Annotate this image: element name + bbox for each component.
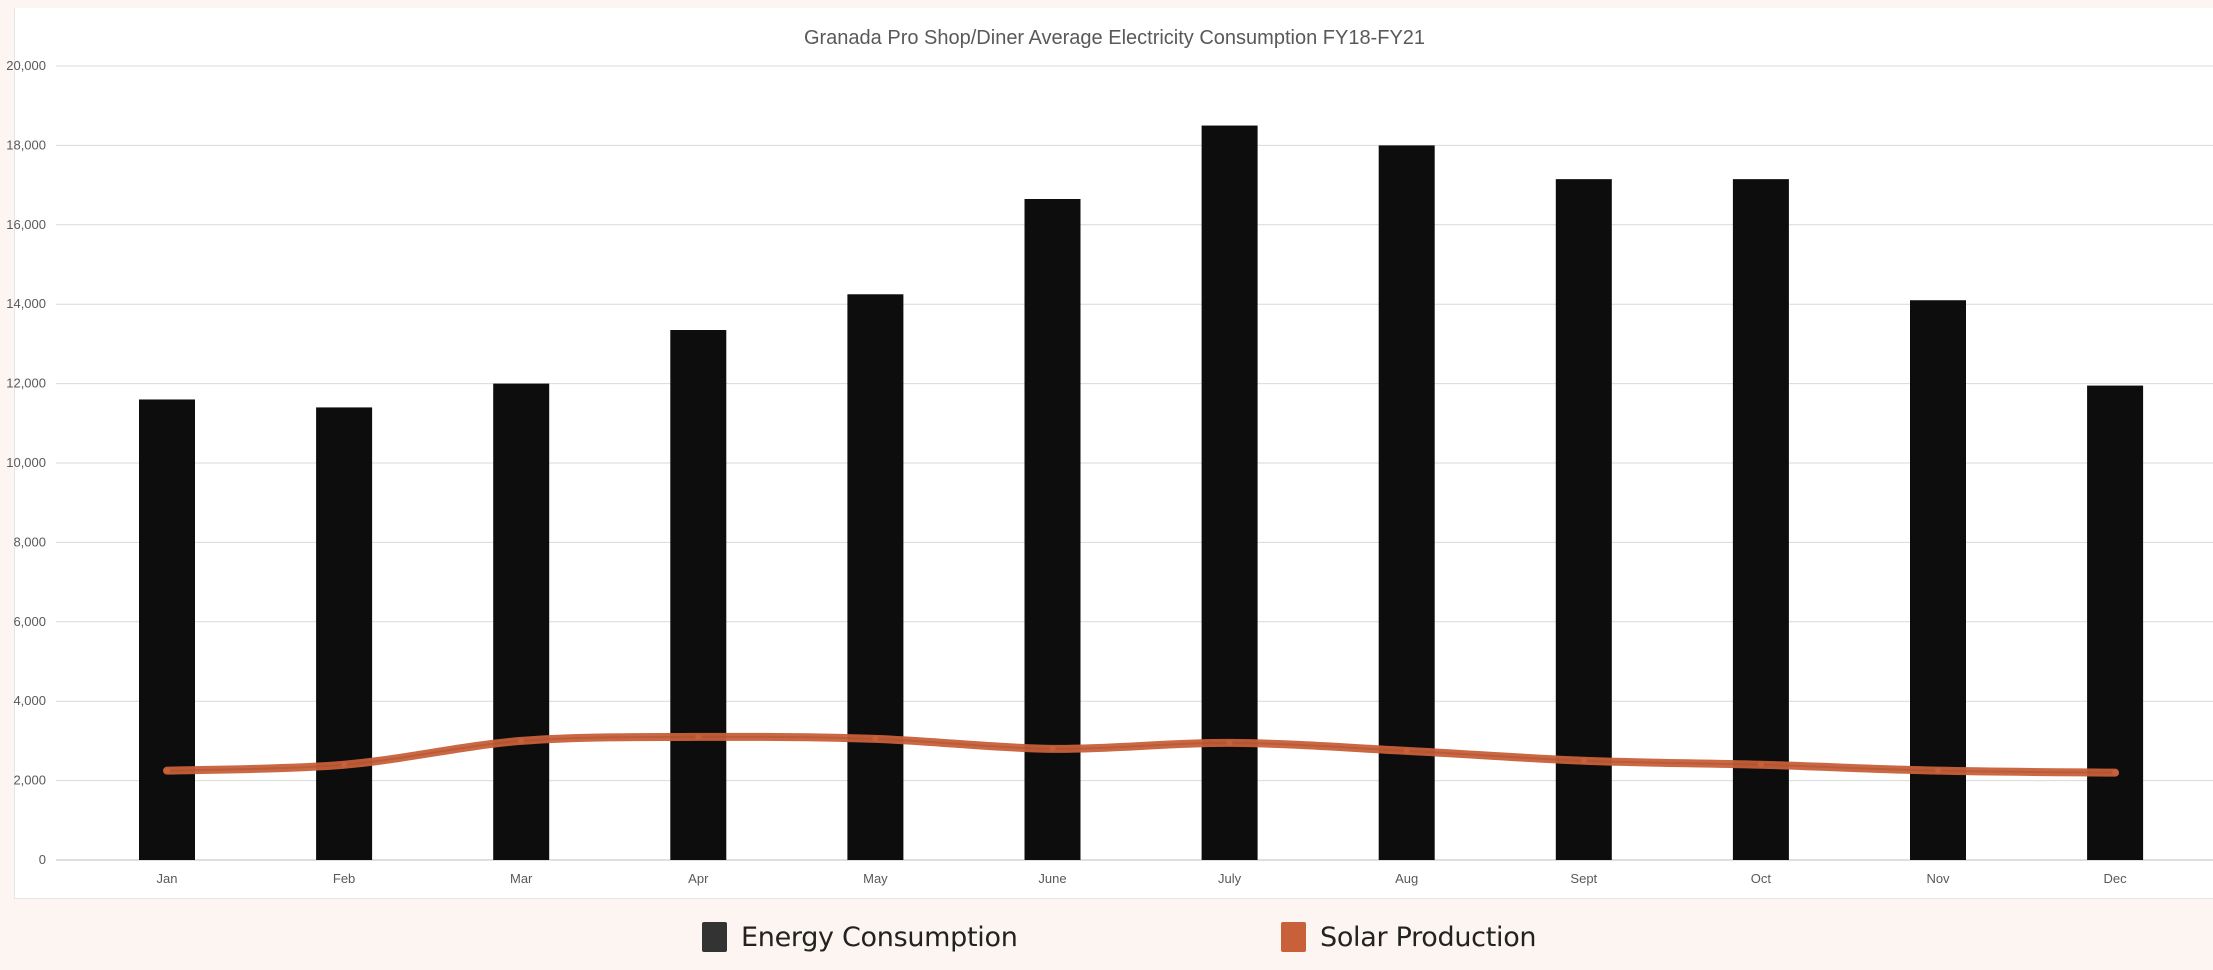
bar-energy-consumption-mar bbox=[493, 384, 549, 860]
point-solar-production-aug bbox=[1404, 748, 1410, 754]
bar-energy-consumption-nov bbox=[1910, 300, 1966, 860]
point-solar-production-sept bbox=[1581, 758, 1587, 764]
point-solar-production-oct bbox=[1758, 762, 1764, 768]
y-tick-label: 0 bbox=[39, 852, 46, 867]
x-tick-label: Apr bbox=[688, 871, 709, 886]
legend-item-solar-production[interactable]: Solar Production bbox=[1281, 920, 1536, 954]
x-tick-label: Sept bbox=[1570, 871, 1597, 886]
point-solar-production-may bbox=[872, 736, 878, 742]
bar-energy-consumption-dec bbox=[2087, 386, 2143, 860]
point-solar-production-feb bbox=[341, 762, 347, 768]
legend-label-solar-production: Solar Production bbox=[1320, 922, 1536, 953]
bar-energy-consumption-may bbox=[847, 294, 903, 860]
x-tick-label: May bbox=[863, 871, 888, 886]
legend-item-energy-consumption[interactable]: Energy Consumption bbox=[702, 920, 1018, 954]
point-solar-production-jan bbox=[164, 768, 170, 774]
x-tick-label: Nov bbox=[1926, 871, 1950, 886]
x-tick-label: Aug bbox=[1395, 871, 1418, 886]
bar-energy-consumption-june bbox=[1025, 199, 1081, 860]
x-tick-label: July bbox=[1218, 871, 1242, 886]
y-tick-label: 10,000 bbox=[6, 455, 46, 470]
bar-energy-consumption-july bbox=[1202, 126, 1258, 860]
chart-panel: Granada Pro Shop/Diner Average Electrici… bbox=[14, 8, 2213, 899]
y-tick-label: 6,000 bbox=[13, 614, 46, 629]
chart-legend: Energy Consumption Solar Production bbox=[0, 900, 2213, 970]
x-tick-label: June bbox=[1038, 871, 1066, 886]
y-tick-label: 20,000 bbox=[6, 58, 46, 73]
y-tick-label: 4,000 bbox=[13, 693, 46, 708]
bar-energy-consumption-oct bbox=[1733, 179, 1789, 860]
point-solar-production-june bbox=[1050, 746, 1056, 752]
y-tick-label: 14,000 bbox=[6, 296, 46, 311]
x-tick-label: Dec bbox=[2104, 871, 2128, 886]
bar-energy-consumption-jan bbox=[139, 399, 195, 860]
point-solar-production-apr bbox=[695, 734, 701, 740]
x-tick-label: Jan bbox=[157, 871, 178, 886]
bar-energy-consumption-feb bbox=[316, 407, 372, 860]
y-tick-label: 8,000 bbox=[13, 534, 46, 549]
x-tick-label: Oct bbox=[1751, 871, 1772, 886]
y-tick-label: 12,000 bbox=[6, 376, 46, 391]
y-tick-label: 18,000 bbox=[6, 137, 46, 152]
point-solar-production-mar bbox=[518, 738, 524, 744]
legend-swatch-solar-production bbox=[1281, 922, 1306, 952]
y-tick-label: 2,000 bbox=[13, 773, 46, 788]
legend-label-energy-consumption: Energy Consumption bbox=[741, 922, 1018, 953]
chart-plot-area: 02,0004,0006,0008,00010,00012,00014,0001… bbox=[15, 8, 2213, 898]
bar-energy-consumption-apr bbox=[670, 330, 726, 860]
point-solar-production-nov bbox=[1935, 768, 1941, 774]
legend-swatch-energy-consumption bbox=[702, 922, 727, 952]
point-solar-production-july bbox=[1227, 740, 1233, 746]
y-tick-label: 16,000 bbox=[6, 217, 46, 232]
x-tick-label: Feb bbox=[333, 871, 355, 886]
point-solar-production-dec bbox=[2112, 770, 2118, 776]
x-tick-label: Mar bbox=[510, 871, 533, 886]
